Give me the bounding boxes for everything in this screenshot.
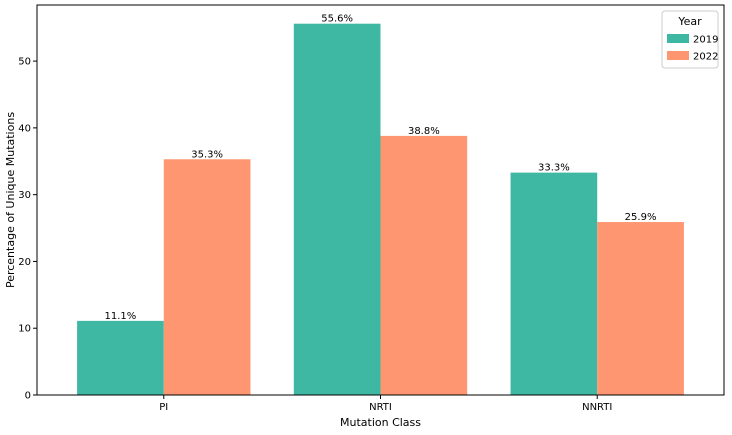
y-tick-label: 20 [18,257,31,268]
x-axis-ticks: PI NRTI NNRTI [159,395,612,413]
legend-swatch-2019 [667,34,689,43]
bar-2019-NRTI [293,23,381,395]
y-tick-label: 40 [18,123,31,134]
y-axis-label: Percentage of Unique Mutations [4,112,17,288]
bar-value-label: 35.3% [191,149,223,160]
legend: Year 2019 2022 [661,10,719,69]
legend-label-2019: 2019 [693,35,718,46]
legend-label-2022: 2022 [693,52,718,63]
bar-2019-NNRTI [510,172,598,395]
x-axis-label: Mutation Class [340,416,421,429]
bars: 11.1% 35.3% 55.6% 38.8% 33.3% 25.9% [77,14,684,395]
bar-value-label: 11.1% [105,311,137,322]
bar-value-label: 33.3% [538,163,570,174]
y-tick-label: 30 [18,190,31,201]
y-axis-ticks: 0 10 20 30 40 50 [18,57,37,402]
x-tick-label: NRTI [369,402,392,413]
legend-swatch-2022 [667,51,689,60]
bar-2022-PI [163,159,251,395]
bar-value-label: 38.8% [408,126,440,137]
bar-2022-NRTI [380,135,468,395]
legend-title: Year [677,15,702,28]
y-tick-label: 10 [18,324,31,335]
y-tick-label: 50 [18,57,31,68]
plot-frame [36,4,725,396]
x-tick-label: PI [159,402,168,413]
bar-2019-PI [77,320,164,395]
bar-2022-NNRTI [597,222,684,395]
x-tick-label: NNRTI [582,402,612,413]
bar-value-label: 25.9% [625,212,657,223]
bar-value-label: 55.6% [321,14,353,25]
y-tick-label: 0 [25,391,31,402]
